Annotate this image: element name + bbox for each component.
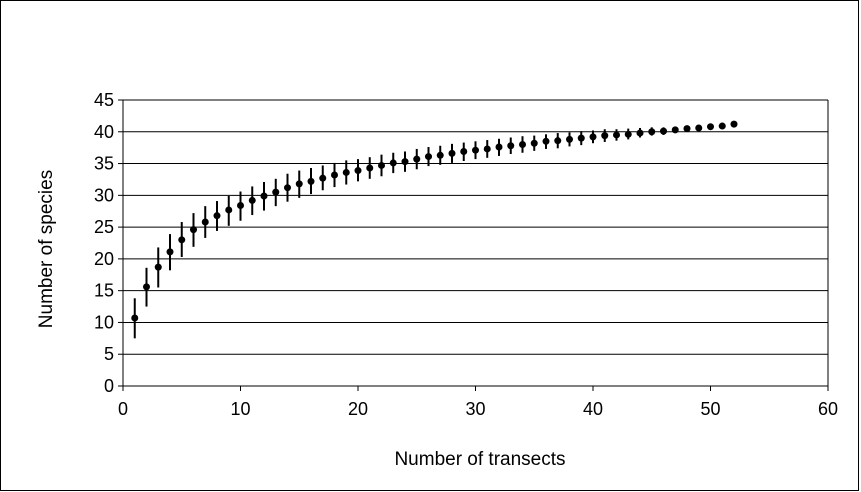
y-tick-label: 40 <box>94 122 114 142</box>
data-point <box>554 137 562 145</box>
x-tick-label: 10 <box>230 399 250 419</box>
y-tick-label: 25 <box>94 217 114 237</box>
data-point <box>178 236 186 244</box>
data-point <box>319 174 327 182</box>
axes <box>118 99 829 391</box>
data-point <box>660 127 667 135</box>
data-point <box>213 212 221 220</box>
data-point <box>389 159 397 167</box>
data-point <box>284 184 291 192</box>
data-point <box>131 314 139 322</box>
data-point <box>366 164 374 172</box>
y-tick-label: 5 <box>104 344 114 364</box>
x-axis-label: Number of transects <box>394 449 565 470</box>
data-point <box>530 139 538 147</box>
data-point <box>730 120 738 128</box>
x-tick-label: 50 <box>700 399 720 419</box>
y-tick-label: 35 <box>94 154 114 174</box>
data-point <box>577 134 585 142</box>
data-point <box>237 202 244 210</box>
data-point <box>413 155 421 163</box>
data-point <box>624 130 632 138</box>
data-point <box>448 149 456 157</box>
data-point <box>566 135 573 143</box>
data-point <box>248 196 256 204</box>
data-point <box>636 129 644 137</box>
y-tick-label: 20 <box>94 249 114 269</box>
x-tick-label: 20 <box>348 399 368 419</box>
data-point <box>436 151 444 159</box>
y-axis-label: Number of species <box>36 170 57 328</box>
data-point <box>718 122 726 130</box>
data-point <box>166 248 174 256</box>
y-tick-label: 45 <box>94 90 114 110</box>
data-point <box>272 188 280 196</box>
data-point <box>190 226 197 234</box>
data-point <box>260 192 268 200</box>
data-point <box>225 206 233 214</box>
y-tick-label: 0 <box>104 376 114 396</box>
data-point <box>601 132 609 140</box>
data-point <box>613 131 620 139</box>
data-point <box>425 153 432 161</box>
data-point <box>401 158 409 166</box>
data-point <box>483 145 491 153</box>
data-point <box>354 167 362 175</box>
data-point <box>331 171 338 179</box>
data-point <box>695 124 703 132</box>
data-point <box>589 133 597 141</box>
data-point <box>671 126 679 134</box>
y-tick-label: 10 <box>94 312 114 332</box>
data-points <box>131 120 738 322</box>
data-point <box>154 263 162 271</box>
y-tick-label: 15 <box>94 281 114 301</box>
data-point <box>707 123 714 131</box>
x-tick-label: 30 <box>465 399 485 419</box>
data-point <box>342 168 350 176</box>
data-point <box>495 143 503 151</box>
data-point <box>648 128 656 136</box>
tick-labels: 0 5 10 15 20 25 30 35 40 45 0 10 20 30 40 50 60 <box>94 90 838 419</box>
x-tick-label: 40 <box>583 399 603 419</box>
x-tick-label: 60 <box>818 399 838 419</box>
data-point <box>378 161 385 169</box>
x-tick-label: 0 <box>118 399 128 419</box>
data-point <box>683 125 691 133</box>
data-point <box>307 177 315 185</box>
data-point <box>472 146 479 154</box>
data-point <box>519 140 526 148</box>
data-point <box>507 142 515 150</box>
data-point <box>295 180 303 188</box>
y-tick-label: 30 <box>94 185 114 205</box>
data-point <box>460 147 468 155</box>
data-point <box>542 137 550 145</box>
data-point <box>143 283 150 291</box>
data-point <box>201 218 209 226</box>
